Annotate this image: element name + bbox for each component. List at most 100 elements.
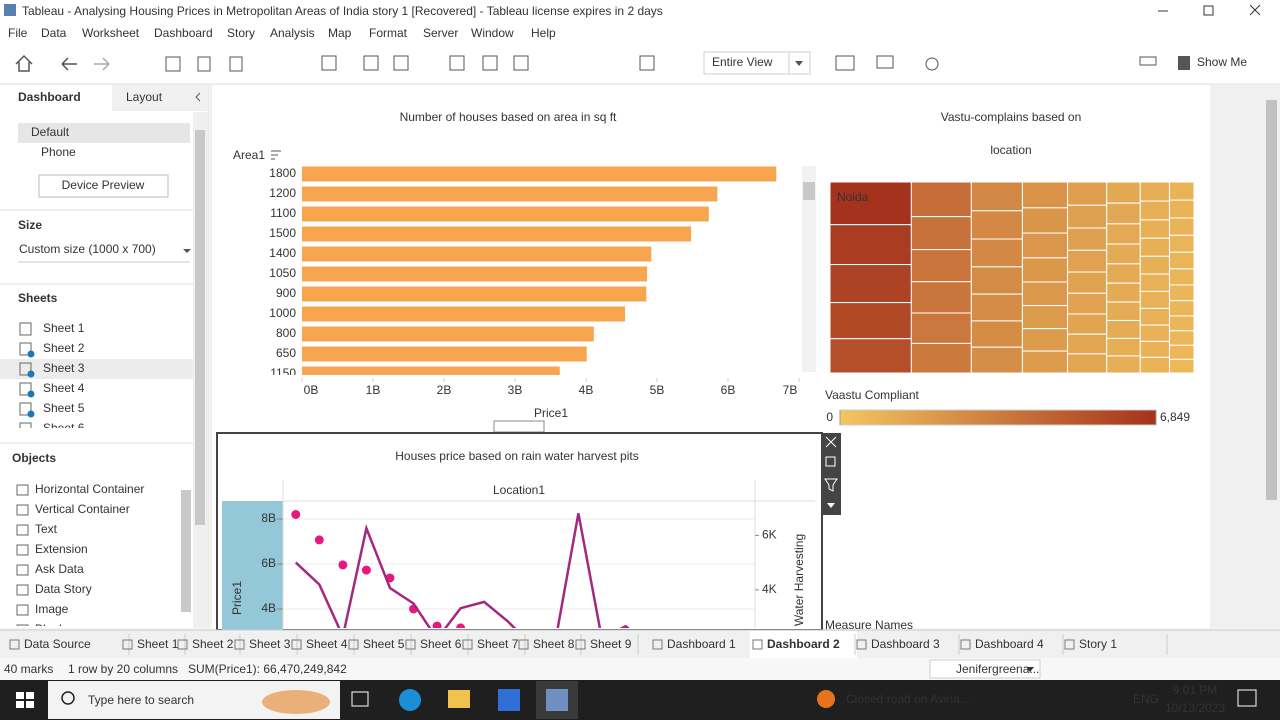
sheet-controls[interactable]	[822, 433, 841, 515]
sheet-tab[interactable]: Story 1	[1079, 637, 1117, 651]
panel-tab[interactable]: Dashboard	[18, 90, 81, 104]
treemap-cell[interactable]	[970, 320, 1023, 348]
treemap-cell[interactable]	[1139, 340, 1170, 358]
panel-tab[interactable]: Layout	[126, 90, 163, 104]
news-icon[interactable]	[817, 690, 835, 708]
treemap-cell[interactable]	[1168, 181, 1195, 201]
save-icon[interactable]	[165, 56, 181, 72]
view-mode[interactable]: Entire View	[712, 55, 773, 69]
treemap-cell[interactable]	[1067, 227, 1108, 251]
treemap-cell[interactable]	[1021, 232, 1069, 259]
treemap-cell[interactable]	[970, 238, 1023, 268]
treemap-cell[interactable]	[829, 264, 912, 304]
sheet-tab[interactable]: Dashboard 1	[667, 637, 736, 651]
menu-item[interactable]: Analysis	[270, 26, 315, 40]
store-icon[interactable]	[498, 689, 520, 711]
side-scroll-thumb[interactable]	[195, 130, 205, 525]
share-icon[interactable]	[925, 57, 939, 71]
menu-item[interactable]: Data	[41, 26, 67, 40]
object-item[interactable]: Image	[35, 602, 69, 616]
new-sheet-icon[interactable]	[321, 55, 337, 71]
line[interactable]	[294, 513, 743, 666]
sheet-tab[interactable]: Sheet 8	[533, 637, 575, 651]
sheet-item[interactable]: Sheet 4	[43, 381, 85, 395]
treemap-cell[interactable]	[1139, 324, 1170, 342]
treemap-cell[interactable]	[1139, 237, 1170, 257]
device-preview[interactable]: Device Preview	[62, 178, 145, 192]
treemap-cell[interactable]	[1067, 333, 1108, 355]
bar[interactable]	[302, 246, 652, 262]
treemap-cell[interactable]	[1106, 355, 1141, 374]
restore[interactable]	[1203, 5, 1214, 16]
treemap-cell[interactable]	[1106, 181, 1141, 204]
treemap-cell[interactable]	[1021, 181, 1069, 209]
treemap-cell[interactable]	[910, 216, 972, 251]
view-dropdown[interactable]	[703, 51, 811, 75]
clock-time[interactable]: 9:01 PM	[1173, 683, 1218, 697]
sheet-tab[interactable]: Sheet 9	[590, 637, 632, 651]
object-item[interactable]: Blank	[35, 622, 66, 636]
back-icon[interactable]	[61, 57, 77, 71]
bar[interactable]	[302, 346, 587, 362]
treemap-cell[interactable]	[970, 266, 1023, 295]
sort-asc-icon[interactable]	[482, 55, 498, 71]
menu-item[interactable]: Format	[369, 26, 408, 40]
treemap-cell[interactable]	[1067, 292, 1108, 315]
treemap-cell[interactable]	[829, 338, 912, 374]
treemap-cell[interactable]	[1168, 358, 1195, 374]
treemap-cell[interactable]	[1067, 249, 1108, 273]
bar[interactable]	[302, 306, 626, 322]
new-source-icon[interactable]	[197, 56, 211, 72]
point[interactable]	[432, 621, 442, 631]
treemap-cell[interactable]	[1139, 181, 1170, 202]
treemap-cell[interactable]	[1021, 328, 1069, 352]
device-option[interactable]: Default	[31, 125, 70, 139]
device-option[interactable]: Phone	[41, 145, 76, 159]
sheet-tab[interactable]: Sheet 5	[363, 637, 405, 651]
treemap-cell[interactable]	[1168, 217, 1195, 236]
menu-item[interactable]: Server	[423, 26, 458, 40]
treemap-cell[interactable]	[1168, 315, 1195, 332]
sheet-tab[interactable]: Data Source	[24, 637, 91, 651]
user-dropdown[interactable]	[929, 659, 1041, 679]
show-me-icon[interactable]	[1178, 56, 1190, 70]
treemap-cell[interactable]	[1067, 313, 1108, 335]
sheet-item[interactable]: Sheet 3	[43, 361, 85, 375]
start-button[interactable]	[16, 692, 34, 708]
treemap-cell[interactable]	[1139, 307, 1170, 326]
bar-scrollbar[interactable]	[802, 166, 816, 372]
treemap-cell[interactable]	[1106, 202, 1141, 225]
selected-sheet[interactable]	[216, 432, 823, 631]
sheet-tab[interactable]: Sheet 6	[420, 637, 462, 651]
treemap-cell[interactable]	[910, 312, 972, 344]
clock-date[interactable]: 10/13/2023	[1165, 701, 1225, 715]
treemap-cell[interactable]	[910, 281, 972, 314]
bar[interactable]	[302, 266, 648, 282]
treemap-cell[interactable]	[1021, 281, 1069, 307]
treemap-cell[interactable]	[1168, 284, 1195, 302]
treemap-cell[interactable]	[970, 210, 1023, 240]
format-icon[interactable]	[1139, 56, 1157, 66]
sheet-tab[interactable]: Sheet 4	[306, 637, 348, 651]
menu-item[interactable]: File	[8, 26, 28, 40]
treemap-cell[interactable]	[1106, 263, 1141, 284]
goto-icon[interactable]	[825, 456, 836, 467]
bar[interactable]	[302, 366, 560, 382]
treemap-cell[interactable]	[1067, 353, 1108, 374]
swap-icon[interactable]	[449, 55, 465, 71]
menu-item[interactable]: Help	[531, 26, 556, 40]
forward-icon[interactable]	[94, 57, 110, 71]
sheet-item[interactable]: Sheet 6	[43, 421, 85, 435]
object-item[interactable]: Horizontal Container	[35, 482, 144, 496]
point[interactable]	[314, 535, 324, 545]
sheet-item[interactable]: Sheet 1	[43, 321, 85, 335]
treemap-cell[interactable]	[1139, 273, 1170, 292]
sheet-tab[interactable]: Dashboard 2	[767, 637, 840, 651]
presentation-icon[interactable]	[876, 55, 894, 69]
treemap-cell[interactable]	[1168, 199, 1195, 219]
label-icon[interactable]	[639, 55, 655, 71]
treemap-cell[interactable]	[970, 346, 1023, 374]
object-item[interactable]: Data Story	[35, 582, 92, 596]
bar[interactable]	[302, 206, 709, 222]
layout-tab[interactable]	[112, 85, 208, 111]
